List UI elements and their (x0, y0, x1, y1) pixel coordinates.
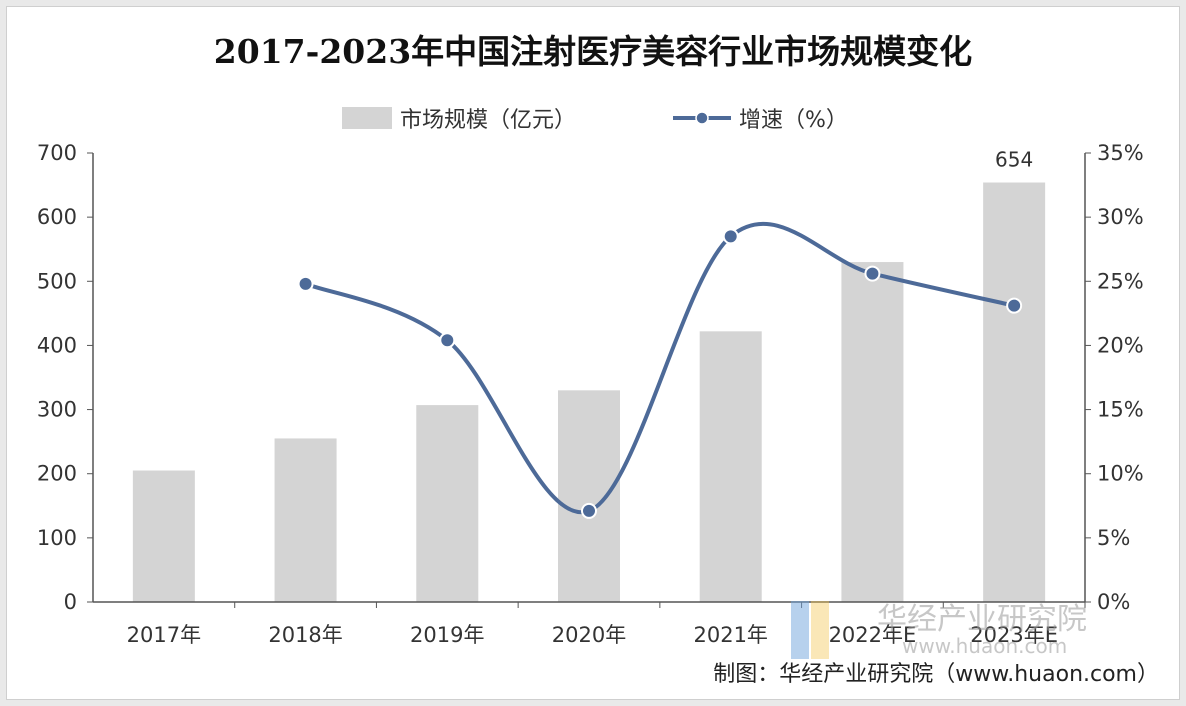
bar-series (132, 182, 1046, 602)
x-tick-label: 2020年 (552, 623, 626, 647)
bar-2019年 (416, 405, 479, 602)
source-note: 制图：华经产业研究院（www.huaon.com） (713, 662, 1159, 687)
x-tick-label: 2018年 (268, 623, 342, 647)
growth-point-2021年 (722, 228, 739, 245)
y-left-tick-label: 600 (37, 205, 77, 229)
y-right-tick-label: 15% (1097, 398, 1144, 422)
bar-2018年 (274, 438, 337, 602)
y-right-tick-label: 5% (1097, 526, 1130, 550)
chart-title: 2017-2023年中国注射医疗美容行业市场规模变化 (214, 32, 972, 71)
growth-point-2023年E (1006, 297, 1023, 314)
watermark: 华经产业研究院 www.huaon.com (791, 601, 1087, 659)
x-tick-label: 2019年 (410, 623, 484, 647)
y-left-tick-label: 500 (37, 269, 77, 293)
watermark-logo-yellow (811, 601, 829, 659)
axes: 0 100 200 300 400 500 600 700 0% 5% 10% 15% 20% 25% 30… (37, 141, 1144, 647)
legend-bar-swatch (342, 107, 392, 129)
bar-2023年E (983, 182, 1046, 602)
y-right-tick-label: 35% (1097, 141, 1144, 165)
y-left-tick-label: 700 (37, 141, 77, 165)
growth-point-2018年 (297, 275, 314, 292)
y-right-tick-label: 30% (1097, 205, 1144, 229)
bar-value-label: 654 (995, 148, 1033, 172)
y-left-tick-label: 100 (37, 526, 77, 550)
y-right-tick-label: 25% (1097, 269, 1144, 293)
bar-2022年E (841, 262, 904, 602)
chart-canvas: 2017-2023年中国注射医疗美容行业市场规模变化 市场规模（亿元） 增速（%… (37, 32, 1159, 687)
y-right-tick-label: 10% (1097, 462, 1144, 486)
growth-line-series (297, 221, 1023, 519)
growth-point-2022年E (864, 265, 881, 282)
watermark-text: 华经产业研究院 (877, 602, 1087, 637)
y-left-tick-label: 0 (64, 590, 77, 614)
chart-frame: 2017-2023年中国注射医疗美容行业市场规模变化 市场规模（亿元） 增速（%… (6, 6, 1180, 700)
y-left-tick-label: 400 (37, 333, 77, 357)
y-left-tick-label: 300 (37, 398, 77, 422)
legend-line-label: 增速（%） (739, 108, 848, 133)
growth-line (304, 221, 1015, 515)
x-tick-label: 2021年 (693, 623, 767, 647)
x-tick-label: 2017年 (127, 623, 201, 647)
watermark-url: www.huaon.com (902, 634, 1067, 658)
legend-bar-label: 市场规模（亿元） (400, 108, 576, 133)
bar-2021年 (699, 331, 762, 602)
legend-line-marker (695, 111, 709, 125)
legend: 市场规模（亿元） 增速（%） (342, 107, 848, 133)
y-right-tick-label: 0% (1097, 590, 1130, 614)
bar-2020年 (558, 390, 620, 602)
growth-point-2019年 (439, 332, 456, 349)
growth-point-2020年 (581, 502, 597, 519)
watermark-logo-blue (791, 601, 809, 659)
x-tick-label: 2023年E (970, 623, 1058, 647)
y-right-tick-label: 20% (1097, 333, 1144, 357)
data-labels: 654 (995, 148, 1033, 172)
x-tick-label: 2022年E (829, 623, 917, 647)
y-left-tick-label: 200 (37, 462, 77, 486)
bar-2017年 (132, 470, 195, 602)
